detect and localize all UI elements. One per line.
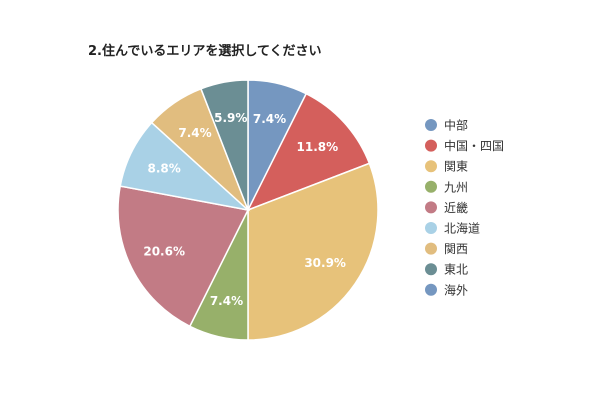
pie-slices [117, 79, 379, 341]
legend-marker-7 [425, 263, 437, 276]
pie-slice-2 [247, 162, 379, 341]
slice-value-label-4: 20.6% [143, 245, 185, 259]
legend-label-4: 近畿 [444, 201, 468, 215]
chart-title: 2.住んでいるエリアを選択してください [88, 43, 322, 59]
legend-marker-5 [425, 222, 437, 234]
legend-label-6: 関西 [444, 242, 468, 256]
pie-slice-7 [200, 79, 249, 211]
legend-label-1: 中国・四国 [444, 138, 504, 153]
legend-label-7: 東北 [444, 263, 468, 277]
slice-value-label-0: 7.4% [253, 112, 286, 126]
legend-label-0: 中部 [444, 118, 468, 133]
pie-slice-labels: 7.4%11.8%30.9%7.4%20.6%8.8%7.4%5.9% [143, 111, 346, 308]
legend-marker-6 [425, 242, 437, 255]
slice-value-label-6: 7.4% [178, 126, 211, 140]
legend-label-3: 九州 [444, 180, 468, 194]
slice-value-label-1: 11.8% [297, 140, 339, 154]
slice-value-label-3: 7.4% [210, 294, 243, 308]
pie-slice-1 [246, 92, 371, 212]
legend-marker-8 [425, 283, 437, 296]
legend-marker-3 [425, 180, 437, 193]
legend-label-5: 北海道 [444, 221, 480, 236]
legend-label-8: 海外 [444, 282, 468, 297]
slice-value-label-5: 8.8% [148, 161, 181, 175]
legend-marker-2 [425, 160, 437, 173]
legend-label-2: 関東 [444, 160, 468, 174]
slice-value-label-2: 30.9% [304, 256, 346, 270]
legend-marker-1 [425, 139, 437, 152]
slice-value-label-7: 5.9% [214, 111, 247, 125]
legend-marker-4 [425, 201, 437, 214]
pie-slice-4 [117, 185, 250, 328]
legend-marker-0 [425, 119, 437, 131]
